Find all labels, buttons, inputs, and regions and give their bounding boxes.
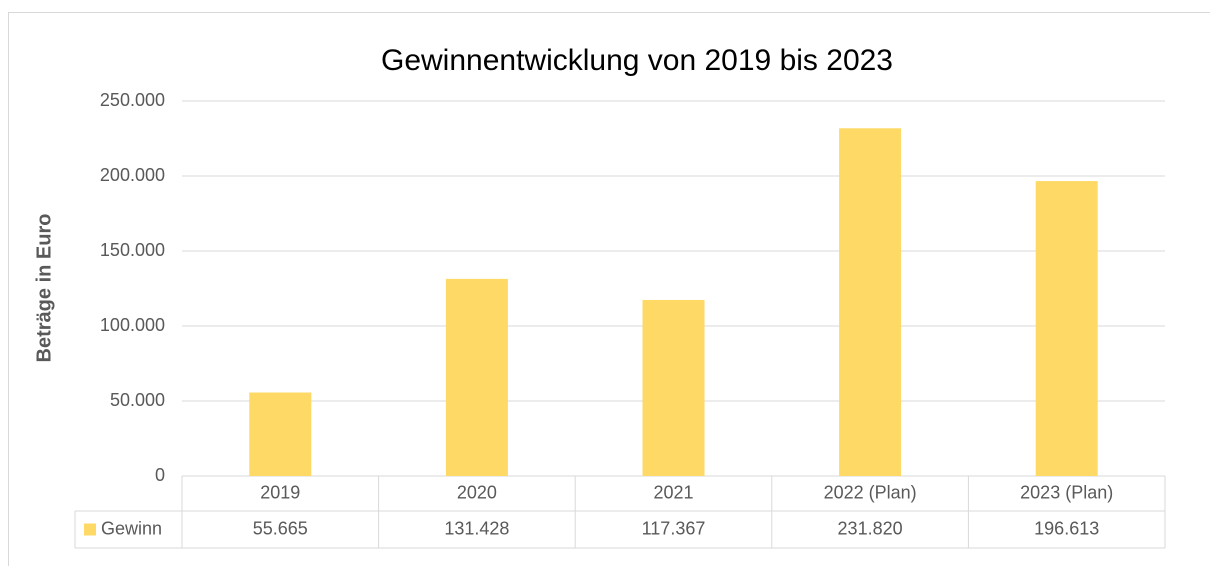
x-tick-label: 2022 (Plan): [824, 482, 917, 502]
bar: [642, 299, 705, 476]
y-tick-label: 100.000: [100, 315, 165, 335]
x-tick-label: 2021: [653, 482, 693, 502]
x-tick-label: 2019: [260, 482, 300, 502]
legend-label: Gewinn: [101, 518, 162, 538]
y-axis-label: Beträge in Euro: [33, 214, 55, 363]
y-tick-label: 150.000: [100, 240, 165, 260]
data-label: 131.428: [444, 518, 509, 538]
chart-frame: [8, 12, 1210, 566]
data-label: 231.820: [838, 518, 903, 538]
y-tick-label: 250.000: [100, 90, 165, 110]
y-tick-label: 50.000: [110, 390, 165, 410]
bar: [1035, 181, 1098, 476]
y-tick-label: 200.000: [100, 165, 165, 185]
chart-title: Gewinnentwicklung von 2019 bis 2023: [381, 44, 893, 77]
y-tick-label: 0: [155, 465, 165, 485]
data-label: 196.613: [1034, 518, 1099, 538]
legend-swatch: [84, 523, 96, 536]
x-tick-label: 2020: [457, 482, 497, 502]
bar: [445, 278, 508, 476]
data-label: 117.367: [642, 518, 706, 538]
bar: [249, 392, 312, 476]
x-tick-label: 2023 (Plan): [1020, 482, 1113, 502]
bar: [839, 128, 902, 476]
data-label: 55.665: [253, 518, 308, 538]
